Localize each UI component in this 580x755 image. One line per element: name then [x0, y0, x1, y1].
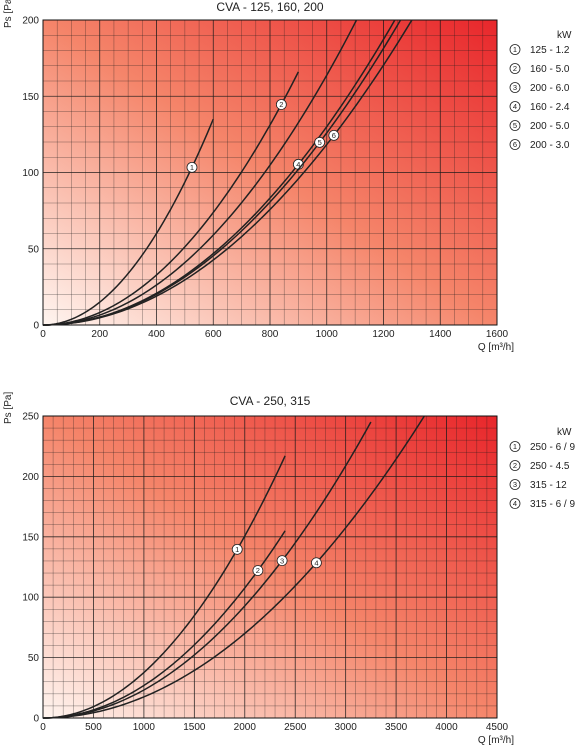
- chart2-title: CVA - 250, 315: [230, 394, 311, 408]
- chart1-x-tick-label: 1400: [429, 329, 452, 340]
- chart2-legend-marker-4: [509, 498, 521, 509]
- chart2-series-marker-label-1: 1: [235, 545, 239, 554]
- chart2-y-axis-label: Ps [Pa]: [3, 392, 14, 424]
- chart1-x-tick-label: 0: [40, 329, 46, 340]
- chart2-y-tick-label: 50: [28, 653, 40, 664]
- chart1-legend-label: 200 - 3.0: [530, 140, 570, 151]
- chart2-x-tick-label: 0: [40, 722, 46, 733]
- chart1-legend-marker-label: 1: [513, 45, 517, 54]
- chart1-legend-marker-label: 6: [513, 140, 517, 149]
- chart1-legend-label: 160 - 2.4: [530, 102, 570, 113]
- chart1-series-marker-label-5: 5: [318, 138, 322, 147]
- chart2-legend-title: kW: [557, 427, 572, 438]
- chart1-series-marker-label-2: 2: [279, 100, 283, 109]
- chart1-x-tick-label: 1600: [486, 329, 509, 340]
- chart1-legend-label: 200 - 5.0: [530, 121, 570, 132]
- chart1-legend-label: 125 - 1.2: [530, 45, 570, 56]
- chart1-x-tick-label: 200: [91, 329, 108, 340]
- chart1-plot-frame: [42, 19, 498, 326]
- chart1-y-tick-label: 150: [22, 92, 39, 103]
- chart2-series-line-1: [42, 455, 286, 719]
- chart2-x-axis-label: Q [m³/h]: [478, 735, 514, 746]
- chart1-y-tick-label: 100: [22, 168, 39, 179]
- chart2-y-tick-label: 150: [22, 532, 39, 543]
- chart2-legend-marker-label: 3: [513, 480, 517, 489]
- chart1-series-line-3: [42, 19, 358, 326]
- chart2-y-tick-label: 0: [33, 714, 39, 725]
- chart2-legend-marker-2: [509, 460, 521, 471]
- chart2-x-tick-label: 2500: [284, 722, 307, 733]
- chart2-legend-marker-label: 4: [513, 499, 517, 508]
- chart1-y-tick-label: 50: [28, 244, 40, 255]
- chart2-legend-label: 250 - 4.5: [530, 461, 570, 472]
- chart2-x-tick-label: 2000: [234, 722, 257, 733]
- chart1-legend-marker-6: [509, 139, 521, 150]
- chart2-legend-marker-label: 2: [513, 461, 517, 470]
- chart1-legend-marker-label: 5: [513, 121, 517, 130]
- chart1-x-axis-label: Q [m³/h]: [478, 342, 514, 353]
- chart2-y-tick-label: 200: [22, 472, 39, 483]
- chart2-plot-background: [43, 416, 497, 718]
- chart1-title: CVA - 125, 160, 200: [216, 0, 324, 14]
- chart1-legend-marker-label: 2: [513, 64, 517, 73]
- chart1-legend-marker-5: [509, 120, 521, 131]
- chart1-x-tick-label: 600: [205, 329, 222, 340]
- chart1-series-line-2: [42, 71, 300, 326]
- chart1-x-tick-label: 800: [262, 329, 279, 340]
- chart1-series-marker-5: [314, 136, 326, 148]
- chart1-legend-label: 200 - 6.0: [530, 83, 570, 94]
- chart1-series-marker-label-6: 6: [332, 131, 336, 140]
- chart1-x-tick-label: 1000: [316, 329, 339, 340]
- chart1-series-marker-label-1: 1: [190, 163, 194, 172]
- chart2-x-tick-label: 4500: [486, 722, 509, 733]
- chart2-x-tick-label: 500: [85, 722, 102, 733]
- chart2-series-marker-4: [311, 557, 322, 569]
- chart1-series-marker-1: [186, 161, 198, 173]
- chart1-legend-marker-1: [509, 44, 521, 55]
- chart2-y-tick-label: 100: [22, 593, 39, 604]
- chart2-series-marker-label-2: 2: [256, 566, 260, 575]
- chart2-legend-marker-3: [509, 479, 521, 490]
- chart1-y-tick-label: 0: [33, 321, 39, 332]
- chart1-y-tick-label: 200: [22, 16, 39, 27]
- chart1-legend-marker-label: 3: [513, 83, 517, 92]
- chart1-legend-title: kW: [557, 30, 572, 41]
- chart1-legend-marker-3: [509, 82, 521, 93]
- chart1-legend-label: 160 - 5.0: [530, 64, 570, 75]
- chart2-x-tick-label: 4000: [435, 722, 458, 733]
- chart1-series-marker-2: [275, 99, 287, 110]
- chart2-legend-label: 315 - 12: [530, 480, 567, 491]
- chart1-legend-marker-4: [509, 101, 521, 112]
- chart2-series-line-4: [42, 415, 425, 719]
- chart2-x-tick-label: 3500: [385, 722, 408, 733]
- chart1-legend-marker-label: 4: [513, 102, 517, 111]
- chart2-x-tick-label: 3000: [335, 722, 358, 733]
- chart1-series-line-1: [42, 118, 214, 326]
- chart1-series-marker-label-4: 4: [296, 160, 300, 169]
- chart2-legend-label: 250 - 6 / 9: [530, 442, 575, 453]
- chart1-series-line-6: [42, 19, 413, 326]
- chart2-series-marker-3: [276, 555, 288, 567]
- chart2-y-tick-label: 250: [22, 412, 39, 423]
- chart1-x-tick-label: 400: [148, 329, 165, 340]
- chart2-legend-marker-1: [509, 441, 521, 452]
- chart2-legend-label: 315 - 6 / 9: [530, 499, 575, 510]
- chart1-series-marker-6: [328, 129, 340, 141]
- chart1-legend-marker-2: [509, 63, 521, 74]
- chart1-x-tick-label: 1200: [372, 329, 395, 340]
- chart2-plot-frame: [42, 415, 498, 719]
- chart1-y-axis-label: Ps [Pa]: [3, 0, 14, 28]
- chart2-series-line-3: [42, 421, 372, 719]
- chart2-series-marker-label-4: 4: [314, 558, 318, 567]
- chart2-series-marker-1: [231, 543, 243, 555]
- chart2-legend-marker-label: 1: [513, 442, 517, 451]
- chart2-x-tick-label: 1000: [133, 722, 156, 733]
- chart2-series-marker-2: [252, 565, 264, 576]
- chart2-series-marker-label-3: 3: [280, 556, 284, 565]
- chart2-x-tick-label: 1500: [183, 722, 206, 733]
